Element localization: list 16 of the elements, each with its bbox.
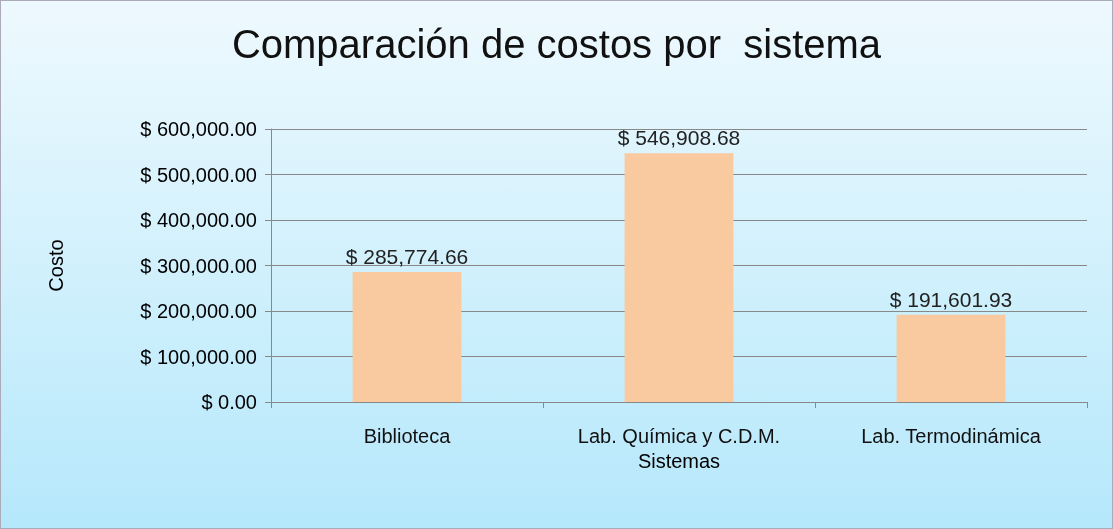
x-tick-label: Lab. Química y C.D.M. xyxy=(577,425,781,447)
y-tick-label: $ 300,000.00 xyxy=(140,254,257,277)
y-tick-label: $ 100,000.00 xyxy=(140,345,257,368)
chart-title: Comparación de costos por sistema xyxy=(231,22,882,66)
y-tick-label: $ 600,000.00 xyxy=(140,118,257,140)
y-tick-label: $ 500,000.00 xyxy=(140,163,257,186)
x-tick-label: Biblioteca xyxy=(363,425,452,447)
data-label: $ 285,774.66 xyxy=(345,244,469,268)
y-tick-label: $ 200,000.00 xyxy=(140,300,257,322)
y-axis-title: Costo xyxy=(45,239,67,292)
x-tick-label: Lab. Termodinámica xyxy=(861,425,1042,447)
x-axis-title: Sistemas xyxy=(637,449,721,472)
data-label: $ 546,908.68 xyxy=(617,126,741,150)
y-tick-label: $ 400,000.00 xyxy=(140,209,257,231)
y-tick-label: $ 0.00 xyxy=(201,391,257,413)
data-label: $ 191,601.93 xyxy=(889,287,1013,311)
